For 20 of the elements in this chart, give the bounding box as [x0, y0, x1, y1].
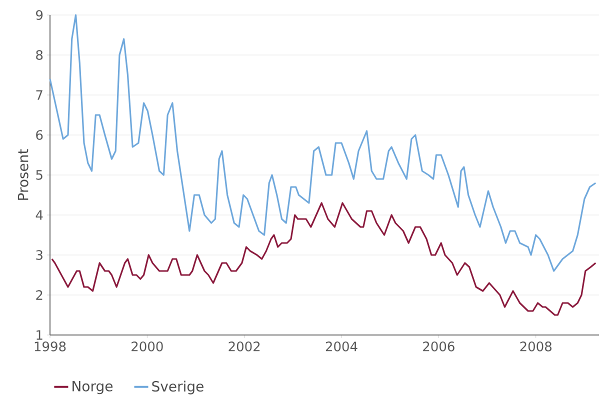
line-series	[49, 14, 596, 272]
y-tick-label: 7	[36, 90, 42, 100]
x-tick-label: 2004	[326, 342, 358, 352]
line-series	[51, 202, 596, 316]
x-tick-label: 2006	[423, 342, 454, 352]
y-tick-label: 8	[36, 50, 43, 60]
legend-label: Sverige	[152, 380, 204, 394]
y-tick-label: 9	[36, 10, 43, 20]
y-tick-label: 1	[36, 330, 42, 340]
legend-label: Norge	[72, 381, 113, 394]
y-axis-title: Prosent	[18, 149, 28, 200]
x-tick-label: 2002	[228, 342, 260, 352]
y-tick-label: 6	[36, 130, 43, 140]
y-tick-label: 5	[36, 170, 42, 180]
x-tick-label: 1998	[34, 342, 66, 352]
x-tick-label: 2008	[520, 342, 552, 352]
y-tick-label: 4	[36, 210, 43, 220]
x-tick-label: 2000	[132, 342, 163, 352]
y-tick-label: 2	[36, 290, 42, 300]
y-tick-label: 3	[36, 250, 42, 260]
